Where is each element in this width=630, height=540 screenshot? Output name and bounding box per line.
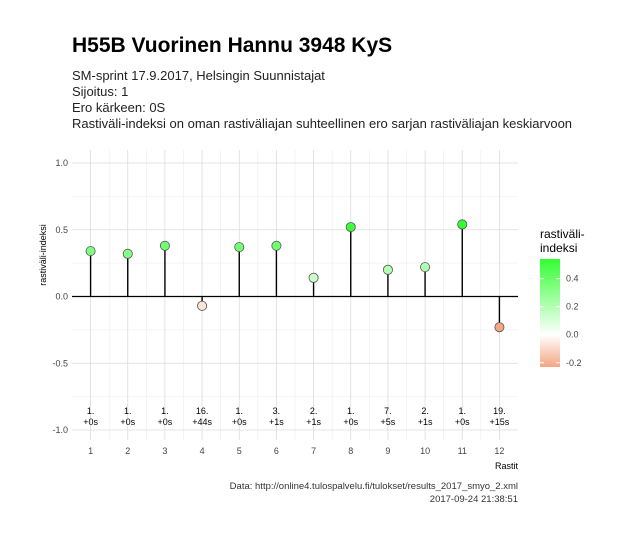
- diff-label: +5s: [381, 417, 396, 427]
- rank-label: 1.: [161, 406, 169, 416]
- diff-label: +0s: [158, 417, 173, 427]
- diff-label: +0s: [455, 417, 470, 427]
- x-tick-label: 5: [237, 446, 242, 456]
- annotations: 1.+0s1.+0s1.+0s16.+44s1.+0s3.+1s2.+1s1.+…: [83, 406, 510, 427]
- diff-label: +1s: [306, 417, 321, 427]
- caption-timestamp: 2017-09-24 21:38:51: [429, 494, 518, 505]
- color-legend: rastiväli- indeksi 0.4 0.2 0.0 -0.2: [540, 227, 585, 368]
- subtitle-line-3: Ero kärkeen: 0S: [72, 100, 166, 115]
- rank-label: 1.: [87, 406, 95, 416]
- y-tick-label: -1.0: [52, 425, 68, 435]
- x-tick-label: 10: [420, 446, 430, 456]
- y-axis-label: rastiväli-indeksi: [38, 224, 48, 286]
- caption-source: Data: http://online4.tulospalvelu.fi/tul…: [229, 481, 518, 492]
- rank-label: 2.: [421, 406, 429, 416]
- x-tick-label: 9: [385, 446, 390, 456]
- diff-label: +0s: [83, 417, 98, 427]
- diff-label: +0s: [232, 417, 247, 427]
- diff-label: +0s: [343, 417, 358, 427]
- legend-tick-label: 0.0: [566, 330, 579, 340]
- x-tick-label: 7: [311, 446, 316, 456]
- x-tick-label: 3: [162, 446, 167, 456]
- stems: [89, 224, 501, 328]
- diff-label: +0s: [120, 417, 135, 427]
- legend-colorbar: [540, 259, 560, 367]
- data-points: [85, 219, 505, 333]
- rank-label: 19.: [493, 406, 506, 416]
- x-tick-labels: 1 2 3 4 5 6 7 8 9 10 11 12: [88, 446, 504, 456]
- x-tick-label: 11: [458, 446, 467, 456]
- diff-label: +1s: [269, 417, 284, 427]
- legend-tick-label: 0.2: [566, 302, 579, 312]
- chart-title: H55B Vuorinen Hannu 3948 KyS: [72, 34, 393, 57]
- y-tick-label: 0.5: [55, 225, 68, 235]
- diff-label: +15s: [490, 417, 510, 427]
- subtitle-line-2: Sijoitus: 1: [72, 84, 129, 99]
- rank-label: 3.: [273, 406, 281, 416]
- data-point: [494, 322, 505, 333]
- subtitle-line-1: SM-sprint 17.9.2017, Helsingin Suunnista…: [72, 68, 325, 83]
- y-tick-label: 1.0: [55, 158, 68, 168]
- data-point: [85, 246, 96, 257]
- x-tick-label: 4: [200, 446, 205, 456]
- rank-label: 2.: [310, 406, 318, 416]
- rank-label: 16.: [196, 406, 209, 416]
- rank-label: 1.: [458, 406, 466, 416]
- rank-label: 1.: [235, 406, 243, 416]
- data-point: [234, 242, 245, 253]
- diff-label: +44s: [192, 417, 212, 427]
- x-axis-label: Rastit: [495, 461, 519, 471]
- x-tick-label: 2: [125, 446, 130, 456]
- subtitle-line-4: Rastiväli-indeksi on oman rastiväliajan …: [72, 116, 573, 131]
- data-point: [271, 240, 282, 251]
- y-tick-label: 0.0: [55, 292, 68, 302]
- data-point: [159, 240, 170, 251]
- rank-label: 1.: [124, 406, 132, 416]
- data-point: [122, 248, 133, 259]
- rank-label: 1.: [347, 406, 355, 416]
- legend-title-line-2: indeksi: [540, 241, 577, 255]
- data-point: [457, 219, 468, 230]
- x-tick-label: 1: [88, 446, 93, 456]
- data-point: [308, 272, 319, 283]
- rank-label: 7.: [384, 406, 392, 416]
- y-tick-labels: -1.0 -0.5 0.0 0.5 1.0: [52, 158, 68, 435]
- diff-label: +1s: [418, 417, 433, 427]
- data-point: [420, 262, 431, 273]
- data-point: [382, 264, 393, 275]
- legend-title-line-1: rastiväli-: [540, 227, 585, 241]
- legend-tick-label: 0.4: [566, 274, 579, 284]
- x-tick-label: 12: [494, 446, 504, 456]
- y-tick-label: -0.5: [52, 358, 68, 368]
- legend-tick-label: -0.2: [566, 358, 582, 368]
- data-point: [345, 222, 356, 233]
- x-tick-label: 6: [274, 446, 279, 456]
- data-point: [197, 300, 208, 311]
- x-tick-label: 8: [348, 446, 353, 456]
